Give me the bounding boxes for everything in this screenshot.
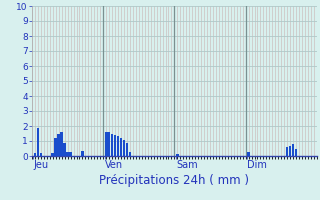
Bar [105,132,108,156]
Bar [125,142,128,156]
Bar [114,135,116,156]
Bar [286,147,288,156]
Bar [289,146,292,156]
Bar [295,149,297,156]
Bar [66,152,69,156]
Bar [34,153,36,156]
Bar [120,138,122,156]
Bar [63,142,66,156]
Bar [247,152,250,156]
Bar [176,154,179,156]
Bar [108,132,110,156]
Bar [52,153,54,156]
Bar [36,128,39,156]
Bar [81,151,84,156]
Bar [111,134,113,156]
Bar [57,134,60,156]
Bar [40,153,42,156]
Bar [117,136,119,156]
Bar [69,152,72,156]
Bar [123,140,125,156]
Bar [292,144,294,156]
Bar [60,132,63,156]
Bar [54,138,57,156]
Bar [129,152,131,156]
X-axis label: Précipitations 24h ( mm ): Précipitations 24h ( mm ) [100,174,249,187]
